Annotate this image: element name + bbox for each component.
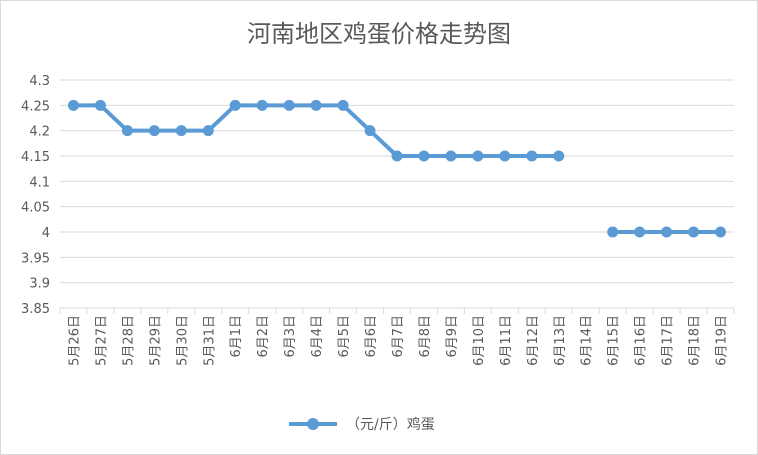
data-point [256,99,268,111]
legend: （元/斤）鸡蛋 [289,416,435,433]
y-axis-ticks: 3.85 3.9 3.95 4 4.05 4.1 4.15 4.2 4.25 4.3 [21,74,50,317]
y-tick-label: 4.1 [29,175,50,190]
x-tick-label: 6月15日 [607,315,622,366]
series-line [71,103,723,234]
data-point [526,150,538,162]
data-point [148,125,160,137]
x-tick-label: 5月27日 [94,315,109,366]
x-tick-label: 6月16日 [634,315,649,366]
data-point [94,99,106,111]
y-tick-label: 4 [42,226,50,241]
x-tick-label: 6月6日 [364,315,379,358]
data-point [607,226,619,238]
x-tick-label: 6月14日 [580,315,595,366]
x-tick-label: 6月8日 [418,315,433,358]
y-tick-label: 3.9 [29,277,50,292]
data-point [175,125,187,137]
data-point [418,150,430,162]
x-tick-label: 5月30日 [175,315,190,366]
y-tick-label: 4.3 [29,74,50,89]
data-point [283,99,295,111]
data-point [67,99,79,111]
x-axis [59,308,735,314]
data-point [688,226,700,238]
data-point [634,226,646,238]
x-tick-label: 6月18日 [688,315,703,366]
x-tick-label: 6月3日 [283,315,298,358]
x-tick-label: 6月13日 [553,315,568,366]
x-tick-label: 5月26日 [67,315,82,366]
x-tick-label: 5月28日 [121,315,136,366]
chart-title: 河南地区鸡蛋价格走势图 [247,20,511,48]
data-point [310,99,322,111]
y-tick-label: 4.2 [29,125,50,140]
x-tick-label: 5月29日 [148,315,163,366]
y-tick-label: 4.25 [21,99,50,114]
x-tick-label: 6月4日 [310,315,325,358]
data-point [661,226,673,238]
data-point [499,150,511,162]
x-tick-label: 6月19日 [715,315,730,366]
x-tick-label: 6月1日 [229,315,244,358]
data-point [337,99,349,111]
x-tick-label: 6月2日 [256,315,271,358]
x-tick-label: 6月11日 [499,315,514,366]
series-line-group [67,99,727,238]
x-tick-label: 6月5日 [337,315,352,358]
y-tick-label: 4.15 [21,150,50,165]
x-tick-label: 6月12日 [526,315,541,366]
y-tick-label: 3.85 [21,302,50,317]
x-tick-label: 6月17日 [661,315,676,366]
grid-lines [60,79,734,309]
x-tick-label: 6月9日 [445,315,460,358]
data-point [391,150,403,162]
data-point [229,99,241,111]
data-point [202,125,214,137]
data-point [121,125,133,137]
data-point [553,150,565,162]
x-tick-label: 6月7日 [391,315,406,358]
y-tick-label: 3.95 [21,251,50,266]
y-tick-label: 4.05 [21,201,50,216]
x-tick-label: 6月10日 [472,315,487,366]
data-point [445,150,457,162]
legend-marker [307,418,319,430]
x-axis-ticks: 5月26日 5月27日 5月28日 5月29日 5月30日 5月31日 6月1日 6月2日 6月… [67,315,729,366]
data-point [715,226,727,238]
x-tick-label: 5月31日 [202,315,217,366]
data-point [364,125,376,137]
legend-label: （元/斤）鸡蛋 [346,416,435,433]
data-point [472,150,484,162]
